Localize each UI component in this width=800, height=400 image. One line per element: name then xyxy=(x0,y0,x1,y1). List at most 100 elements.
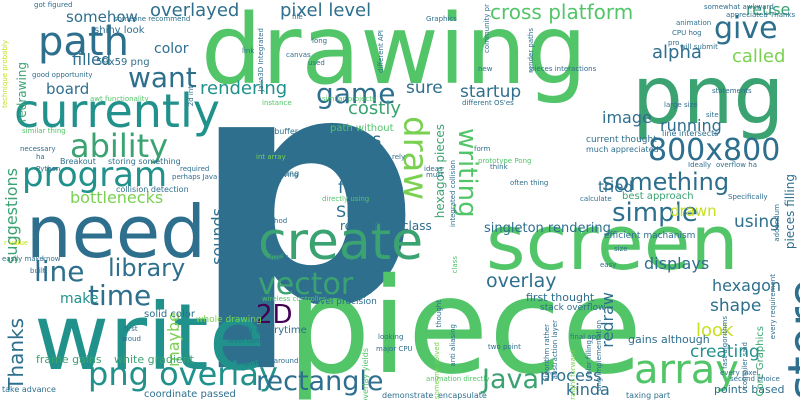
word-similar-thing: similar thing xyxy=(22,127,66,135)
word-although-removing: although removing xyxy=(232,171,299,179)
word-storing-something: storing something xyxy=(108,157,181,166)
word-every-requirement: every requirement xyxy=(769,274,777,340)
word-integrated-collision: integrated collision xyxy=(449,160,457,228)
word-technique-probably: technique probably xyxy=(1,40,9,108)
word-suggestions: suggestions xyxy=(2,168,21,264)
word-filled: filled xyxy=(72,50,111,69)
word-em: em xyxy=(352,148,391,176)
word-think: think xyxy=(490,163,508,171)
word-prototype-pong: prototype Pong xyxy=(478,157,532,165)
word-layer-around: layer around xyxy=(254,357,299,365)
word-pieces-filling: pieces filling xyxy=(783,174,797,250)
word-draw: draw xyxy=(395,116,435,201)
word-overlay: overlay xyxy=(486,270,557,292)
word-cross-platform: cross platform xyxy=(490,0,634,24)
word-writing: writing xyxy=(452,128,482,218)
word-directly-using: directly using xyxy=(322,195,370,203)
word-pro: pro xyxy=(668,39,680,47)
word-time: time xyxy=(88,279,152,312)
word-woud: woud xyxy=(122,335,141,343)
word-frame-gains: frame gains xyxy=(36,353,102,366)
word-int-array: int array xyxy=(256,153,286,161)
word-path-everytime: path everytime xyxy=(230,325,307,336)
word-redrawing: redrawing xyxy=(15,62,29,123)
word-often-thing: often thing xyxy=(510,179,549,187)
word-site: site xyxy=(706,111,719,119)
word-different-api: different API xyxy=(377,30,385,74)
word-pieces-interactions: pieces interactions xyxy=(530,65,597,73)
word-make: make xyxy=(60,291,99,307)
word-easy: easy xyxy=(600,261,617,269)
word-animation-directly: animation directly xyxy=(426,375,490,383)
word-2d: 2D xyxy=(256,300,293,330)
word-displays: displays xyxy=(644,254,710,273)
word-easily-make: easily make xyxy=(2,255,44,263)
word-taking-method: taking method xyxy=(236,217,288,225)
word-ha: ha xyxy=(36,153,45,161)
word-file: file xyxy=(292,13,303,21)
word-points-based: points based xyxy=(714,383,785,396)
word-overflow-ha: overflow ha xyxy=(716,161,757,169)
word-something: something xyxy=(602,168,730,196)
word-look: look xyxy=(696,320,734,341)
word-less-taxing: less taxing xyxy=(256,169,300,178)
word-perhaps-java: perhaps Java xyxy=(172,173,218,181)
word-two-point: two point xyxy=(488,343,521,351)
word-currently: currently xyxy=(14,84,220,138)
word-python: Python xyxy=(36,165,61,173)
word-gains-although: gains although xyxy=(628,333,710,346)
word-graphics: Graphics xyxy=(426,15,457,23)
word-png: png xyxy=(632,49,785,142)
word-vector: vector xyxy=(258,267,354,302)
word-color-filling: color filling xyxy=(585,340,593,379)
word-community-pr: community pr xyxy=(483,4,491,54)
word-collision-detection: collision detection xyxy=(116,185,189,194)
word-overlay-yields: overlay yields xyxy=(361,348,370,400)
word-take-advance: take advance xyxy=(2,385,56,394)
word-bottlenecks: bottlenecks xyxy=(70,188,164,207)
word-required: required xyxy=(180,165,210,173)
word-cpu-hog: CPU hog xyxy=(672,29,702,37)
word-level-control: level control xyxy=(228,337,272,345)
word-current-thought: current thought xyxy=(586,135,657,145)
word-59x59-png: 59x59 png xyxy=(96,57,150,68)
word-array: array xyxy=(634,347,739,393)
word-line-intersects: line intersects xyxy=(662,129,719,138)
word-piece: piece xyxy=(287,250,643,400)
word-best-approach: best approach xyxy=(622,191,694,202)
word-different-oses: different OS'es xyxy=(462,99,514,107)
word-must: must xyxy=(426,171,444,179)
word-sure: sure xyxy=(406,78,443,98)
word-image: image xyxy=(602,108,652,127)
word-major-cpu: major CPU xyxy=(376,345,413,353)
word-screen: screen xyxy=(486,198,739,287)
word-taxing-part: taxing part xyxy=(626,391,671,400)
word-process: process xyxy=(540,366,602,385)
word-display: display xyxy=(236,359,261,367)
word-white-gradient: white gradient xyxy=(114,353,194,366)
word-every-pixel: every pixel xyxy=(720,369,759,377)
word-instance: instance xyxy=(262,99,292,107)
word-wireless-controller: wireless controller xyxy=(262,295,326,303)
word-hexagon: hexagon xyxy=(712,276,782,295)
word-startup: startup xyxy=(460,82,522,102)
word-rendering: rendering xyxy=(200,78,288,99)
word-path-without: path without xyxy=(330,123,394,134)
word-running: running xyxy=(660,116,722,135)
word-canvas: canvas xyxy=(286,51,311,59)
word-thanks: Thanks xyxy=(4,318,28,390)
word-store: store xyxy=(778,278,800,400)
word-final-app: final app xyxy=(570,333,601,341)
word-school-maths: school maths xyxy=(340,163,394,172)
word-frame: frame xyxy=(338,178,389,198)
word-level-precision: level precision xyxy=(312,297,377,307)
word-drawn: drawn xyxy=(670,202,717,220)
word-800x800: 800x800 xyxy=(648,133,781,168)
word-similar-projects: similar projects xyxy=(322,95,376,103)
word-kinda: kinda xyxy=(566,380,610,399)
word-necessary: necessary xyxy=(20,145,56,153)
word-somewhat-awkward: somewhat awkward xyxy=(704,3,774,11)
word-drawing: drawing xyxy=(201,0,588,106)
word-sounds: sounds xyxy=(208,208,227,265)
word-efficient-machanism: efficient machanism xyxy=(604,231,696,241)
